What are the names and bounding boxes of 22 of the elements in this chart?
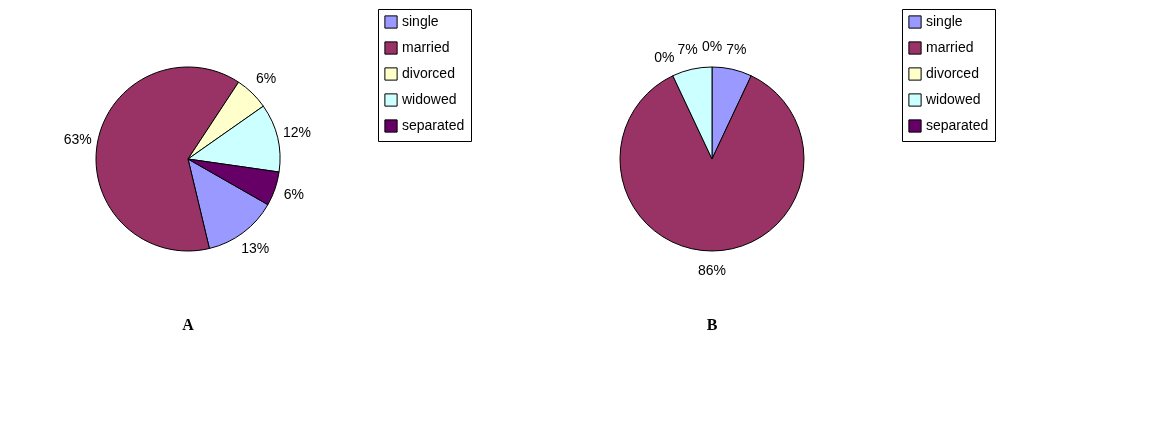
legend-label: widowed — [925, 91, 981, 107]
data-label: 12% — [282, 123, 311, 140]
legend-label: married — [926, 39, 974, 55]
data-label: 86% — [697, 262, 727, 278]
text: 0% — [701, 38, 723, 54]
legend-label: widowed — [401, 91, 457, 107]
legend-label: separated — [926, 117, 989, 133]
legend-label: divorced — [926, 65, 979, 81]
legend-label: single — [402, 13, 439, 29]
data-label: 6% — [283, 186, 305, 203]
legend-label: divorced — [402, 65, 455, 81]
legend-label: separated — [402, 117, 465, 133]
legend-label: married — [402, 39, 450, 55]
data-label: 7% — [677, 40, 698, 57]
legend-label: single — [926, 13, 963, 29]
data-label: 63% — [63, 130, 92, 147]
data-label: 6% — [255, 69, 277, 86]
text: A — [182, 316, 195, 333]
text: 0% — [654, 48, 675, 65]
text: B — [706, 316, 718, 333]
data-label: 13% — [241, 239, 270, 256]
data-label: 7% — [726, 40, 747, 57]
